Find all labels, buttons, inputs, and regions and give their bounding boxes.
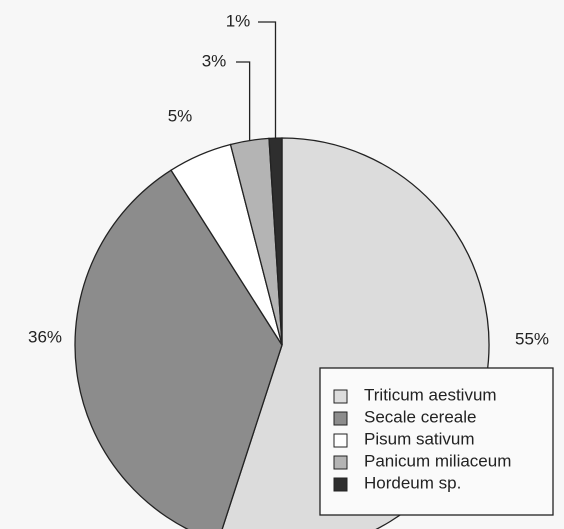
legend-swatch: [333, 389, 348, 404]
leader-line: [236, 61, 251, 141]
legend-label: Triticum aestivum: [364, 385, 497, 404]
leader-line: [258, 21, 277, 139]
legend-label: Hordeum sp.: [364, 473, 461, 492]
legend-swatch: [333, 411, 348, 426]
value-label: 36%: [28, 327, 62, 346]
legend-label: Panicum miliaceum: [364, 451, 511, 470]
legend-label: Pisum sativum: [364, 429, 475, 448]
legend-label: Secale cereale: [364, 407, 476, 426]
legend-box: [319, 367, 554, 516]
value-label: 3%: [202, 51, 227, 70]
legend-swatch: [333, 433, 348, 448]
value-label: 5%: [168, 106, 193, 125]
legend-swatch: [333, 455, 348, 470]
value-label: 1%: [226, 11, 251, 30]
value-label: 55%: [515, 329, 549, 348]
legend-swatch: [333, 477, 348, 492]
pie-slice: [74, 169, 283, 529]
